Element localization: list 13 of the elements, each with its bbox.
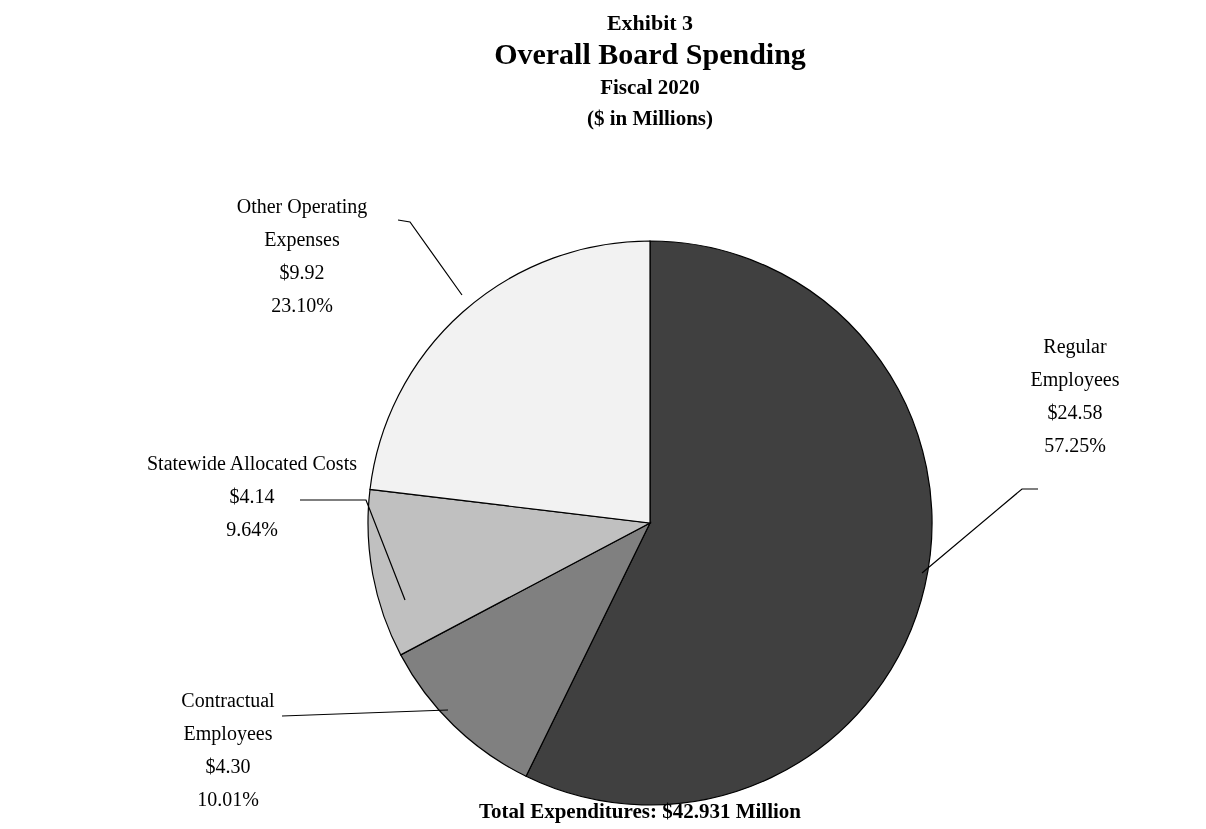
data-label: $9.92 23.10% <box>271 261 333 316</box>
text: ($ in Millions) <box>586 106 714 130</box>
chart-title: Overall Board Spending <box>494 37 806 70</box>
text: Exhibit 3 <box>606 10 694 35</box>
data-label: $24.58 57.25% <box>1044 401 1106 456</box>
slice-label: Statewide Allocated Costs <box>147 452 358 474</box>
slice-label: Regular Employees <box>1030 335 1120 391</box>
chart-subtitle: Fiscal 2020 <box>600 75 700 99</box>
text: Total Expenditures: $42.931 Million <box>478 799 802 823</box>
slice-label: Contractual Employees <box>181 689 276 745</box>
data-label: $4.14 9.64% <box>226 485 278 540</box>
data-label: $4.30 10.01% <box>197 755 259 810</box>
slice-label: Other Operating Expenses <box>236 195 368 251</box>
